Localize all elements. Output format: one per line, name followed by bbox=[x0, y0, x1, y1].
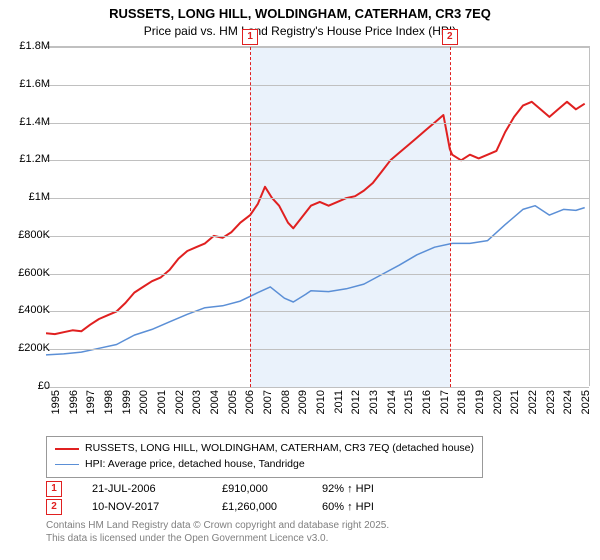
footer-attribution: Contains HM Land Registry data © Crown c… bbox=[46, 520, 389, 545]
series-svg bbox=[46, 47, 590, 387]
legend-label: HPI: Average price, detached house, Tand… bbox=[85, 457, 305, 473]
y-axis-label: £1.4M bbox=[19, 116, 50, 128]
sale-marker-line bbox=[250, 47, 251, 387]
legend-item: RUSSETS, LONG HILL, WOLDINGHAM, CATERHAM… bbox=[55, 441, 474, 457]
y-axis-label: £600K bbox=[18, 267, 50, 279]
x-axis-label: 2010 bbox=[315, 390, 327, 414]
y-axis-label: £1.2M bbox=[19, 153, 50, 165]
x-axis-label: 2017 bbox=[439, 390, 451, 414]
y-axis-label: £1.8M bbox=[19, 40, 50, 52]
datapoint-row: 1 21-JUL-2006£910,00092% ↑ HPI bbox=[46, 480, 374, 498]
legend-swatch bbox=[55, 464, 79, 465]
x-axis-label: 2003 bbox=[191, 390, 203, 414]
gridline bbox=[46, 47, 589, 48]
x-axis-label: 2020 bbox=[492, 390, 504, 414]
x-axis-label: 2001 bbox=[156, 390, 168, 414]
datapoint-pct: 60% ↑ HPI bbox=[322, 501, 374, 513]
y-axis-label: £200K bbox=[18, 342, 50, 354]
x-axis-label: 2023 bbox=[545, 390, 557, 414]
chart-area: 12 1995 1996 1997 1998 1999 2000 2001 2002 2003 2… bbox=[46, 46, 590, 426]
x-axis-label: 2024 bbox=[562, 390, 574, 414]
datapoint-row: 2 10-NOV-2017£1,260,00060% ↑ HPI bbox=[46, 498, 374, 516]
gridline bbox=[46, 85, 589, 86]
x-axis-label: 2011 bbox=[333, 390, 345, 414]
datapoint-price: £910,000 bbox=[222, 483, 322, 495]
series-line bbox=[46, 206, 585, 355]
x-axis-label: 2009 bbox=[297, 390, 309, 414]
x-axis-label: 2019 bbox=[474, 390, 486, 414]
legend-item: HPI: Average price, detached house, Tand… bbox=[55, 457, 474, 473]
gridline bbox=[46, 198, 589, 199]
x-axis-label: 2014 bbox=[386, 390, 398, 414]
gridline bbox=[46, 274, 589, 275]
x-axis-label: 1995 bbox=[50, 390, 62, 414]
x-axis-label: 1999 bbox=[121, 390, 133, 414]
x-axis-label: 2022 bbox=[527, 390, 539, 414]
legend-label: RUSSETS, LONG HILL, WOLDINGHAM, CATERHAM… bbox=[85, 441, 474, 457]
x-axis-label: 2013 bbox=[368, 390, 380, 414]
legend-swatch bbox=[55, 448, 79, 450]
x-axis-label: 1998 bbox=[103, 390, 115, 414]
x-axis-label: 2018 bbox=[456, 390, 468, 414]
x-axis-label: 2004 bbox=[209, 390, 221, 414]
y-axis-label: £1.6M bbox=[19, 78, 50, 90]
chart-title-line1: RUSSETS, LONG HILL, WOLDINGHAM, CATERHAM… bbox=[0, 0, 600, 23]
datapoint-date: 21-JUL-2006 bbox=[92, 483, 222, 495]
x-axis-label: 2016 bbox=[421, 390, 433, 414]
x-axis-label: 1996 bbox=[68, 390, 80, 414]
x-axis-label: 2000 bbox=[138, 390, 150, 414]
chart-title-line2: Price paid vs. HM Land Registry's House … bbox=[0, 23, 600, 38]
sale-marker-badge: 2 bbox=[442, 29, 458, 45]
datapoint-date: 10-NOV-2017 bbox=[92, 501, 222, 513]
gridline bbox=[46, 123, 589, 124]
x-axis-label: 2007 bbox=[262, 390, 274, 414]
sale-marker-line bbox=[450, 47, 451, 387]
gridline bbox=[46, 311, 589, 312]
x-axis-label: 2012 bbox=[350, 390, 362, 414]
x-axis-label: 2006 bbox=[244, 390, 256, 414]
datapoint-table: 1 21-JUL-2006£910,00092% ↑ HPI 2 10-NOV-201… bbox=[46, 480, 374, 516]
gridline bbox=[46, 349, 589, 350]
plot-region: 12 bbox=[46, 46, 590, 386]
x-axis-label: 2021 bbox=[509, 390, 521, 414]
y-axis-label: £0 bbox=[38, 380, 50, 392]
datapoint-price: £1,260,000 bbox=[222, 501, 322, 513]
legend: RUSSETS, LONG HILL, WOLDINGHAM, CATERHAM… bbox=[46, 436, 483, 478]
x-axis-label: 2005 bbox=[227, 390, 239, 414]
datapoint-marker: 2 bbox=[46, 499, 62, 515]
x-axis-label: 2008 bbox=[280, 390, 292, 414]
footer-line2: This data is licensed under the Open Gov… bbox=[46, 533, 389, 546]
datapoint-marker: 1 bbox=[46, 481, 62, 497]
series-line bbox=[46, 102, 585, 334]
gridline bbox=[46, 387, 589, 388]
y-axis-label: £1M bbox=[29, 191, 50, 203]
x-axis-label: 2002 bbox=[174, 390, 186, 414]
gridline bbox=[46, 236, 589, 237]
x-axis-label: 2015 bbox=[403, 390, 415, 414]
footer-line1: Contains HM Land Registry data © Crown c… bbox=[46, 520, 389, 533]
y-axis-label: £800K bbox=[18, 229, 50, 241]
x-axis-label: 1997 bbox=[85, 390, 97, 414]
datapoint-pct: 92% ↑ HPI bbox=[322, 483, 374, 495]
y-axis-label: £400K bbox=[18, 304, 50, 316]
gridline bbox=[46, 160, 589, 161]
sale-marker-badge: 1 bbox=[242, 29, 258, 45]
x-axis-label: 2025 bbox=[580, 390, 592, 414]
